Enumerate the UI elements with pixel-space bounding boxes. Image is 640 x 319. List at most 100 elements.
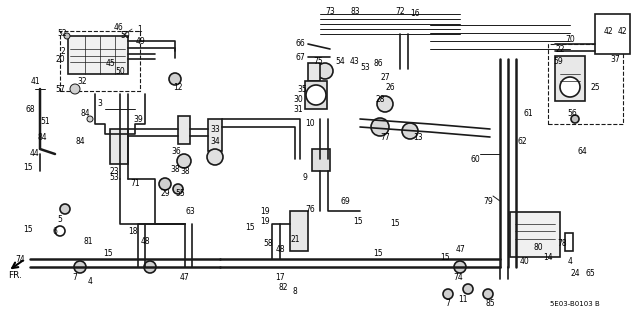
Text: 53: 53 xyxy=(360,63,370,71)
Circle shape xyxy=(571,115,579,123)
Bar xyxy=(178,116,190,144)
Bar xyxy=(68,36,128,74)
Text: 66: 66 xyxy=(295,40,305,48)
Text: 13: 13 xyxy=(413,132,423,142)
Text: 20: 20 xyxy=(55,56,65,64)
Circle shape xyxy=(159,178,171,190)
Text: 42: 42 xyxy=(617,26,627,35)
Text: 75: 75 xyxy=(313,56,323,65)
Text: 33: 33 xyxy=(210,124,220,133)
Text: 74: 74 xyxy=(453,272,463,281)
Bar xyxy=(548,44,623,124)
Text: 63: 63 xyxy=(185,206,195,216)
Text: 42: 42 xyxy=(603,26,613,35)
Circle shape xyxy=(74,261,86,273)
Text: 41: 41 xyxy=(30,77,40,85)
Circle shape xyxy=(443,289,453,299)
Text: 55: 55 xyxy=(175,189,185,198)
Text: 19: 19 xyxy=(260,217,270,226)
Text: 83: 83 xyxy=(350,6,360,16)
Text: 48: 48 xyxy=(275,244,285,254)
Text: 51: 51 xyxy=(40,117,50,127)
Text: 49: 49 xyxy=(135,36,145,46)
Bar xyxy=(312,149,330,171)
Text: 54: 54 xyxy=(335,56,345,65)
Text: 25: 25 xyxy=(590,83,600,92)
Text: 3: 3 xyxy=(97,100,102,108)
Circle shape xyxy=(483,289,493,299)
Text: 38: 38 xyxy=(180,167,190,175)
Text: 80: 80 xyxy=(533,242,543,251)
Text: 64: 64 xyxy=(577,146,587,155)
Text: 2: 2 xyxy=(61,48,65,56)
Text: 32: 32 xyxy=(77,77,87,85)
Text: 44: 44 xyxy=(30,150,40,159)
Text: 56: 56 xyxy=(567,109,577,118)
Text: 15: 15 xyxy=(23,225,33,234)
Text: 82: 82 xyxy=(278,283,288,292)
Circle shape xyxy=(173,184,183,194)
Text: 14: 14 xyxy=(543,253,553,262)
Text: 15: 15 xyxy=(103,249,113,258)
Text: 43: 43 xyxy=(350,56,360,65)
Text: 27: 27 xyxy=(380,72,390,81)
Circle shape xyxy=(402,123,418,139)
Text: 19: 19 xyxy=(260,206,270,216)
Text: 78: 78 xyxy=(557,240,567,249)
Text: 31: 31 xyxy=(293,105,303,114)
Text: 46: 46 xyxy=(113,24,123,33)
Text: 61: 61 xyxy=(523,109,533,118)
Circle shape xyxy=(55,226,65,236)
Circle shape xyxy=(177,154,191,168)
Text: 12: 12 xyxy=(173,83,183,92)
Text: 84: 84 xyxy=(37,132,47,142)
Text: 29: 29 xyxy=(160,189,170,198)
Circle shape xyxy=(64,33,70,39)
Text: 68: 68 xyxy=(25,105,35,114)
Text: 5: 5 xyxy=(58,214,63,224)
Text: 35: 35 xyxy=(297,85,307,93)
Text: 81: 81 xyxy=(83,236,93,246)
Text: FR.: FR. xyxy=(8,271,22,280)
Text: 36: 36 xyxy=(171,146,181,155)
Text: 60: 60 xyxy=(470,154,480,164)
Text: 50: 50 xyxy=(120,32,130,41)
Text: 77: 77 xyxy=(380,132,390,142)
Text: 9: 9 xyxy=(303,173,307,182)
Text: 23: 23 xyxy=(109,167,119,175)
Text: 71: 71 xyxy=(130,180,140,189)
Circle shape xyxy=(371,118,389,136)
Text: 1: 1 xyxy=(138,25,142,33)
Text: 50: 50 xyxy=(115,66,125,76)
Bar xyxy=(290,211,308,251)
Circle shape xyxy=(144,261,156,273)
Text: 15: 15 xyxy=(373,249,383,258)
Text: 7: 7 xyxy=(72,272,77,281)
Circle shape xyxy=(87,116,93,122)
Text: 22: 22 xyxy=(556,44,564,54)
Text: 37: 37 xyxy=(610,55,620,63)
Text: 53: 53 xyxy=(109,173,119,182)
Circle shape xyxy=(60,204,70,214)
Bar xyxy=(110,129,128,164)
Bar xyxy=(555,56,585,101)
Text: 17: 17 xyxy=(275,272,285,281)
Text: 30: 30 xyxy=(293,94,303,103)
Circle shape xyxy=(560,77,580,97)
Circle shape xyxy=(317,63,333,79)
Text: 26: 26 xyxy=(385,83,395,92)
Text: 79: 79 xyxy=(483,197,493,205)
Bar xyxy=(510,212,560,257)
Text: 15: 15 xyxy=(440,253,450,262)
Bar xyxy=(308,63,320,81)
Text: 34: 34 xyxy=(210,137,220,145)
Text: 67: 67 xyxy=(295,53,305,62)
Text: 59: 59 xyxy=(553,56,563,65)
Text: 7: 7 xyxy=(445,300,451,308)
Text: 39: 39 xyxy=(133,115,143,123)
Text: 24: 24 xyxy=(570,270,580,278)
Text: 6: 6 xyxy=(52,226,58,235)
Text: 73: 73 xyxy=(325,6,335,16)
Text: 47: 47 xyxy=(455,244,465,254)
Circle shape xyxy=(70,84,80,94)
